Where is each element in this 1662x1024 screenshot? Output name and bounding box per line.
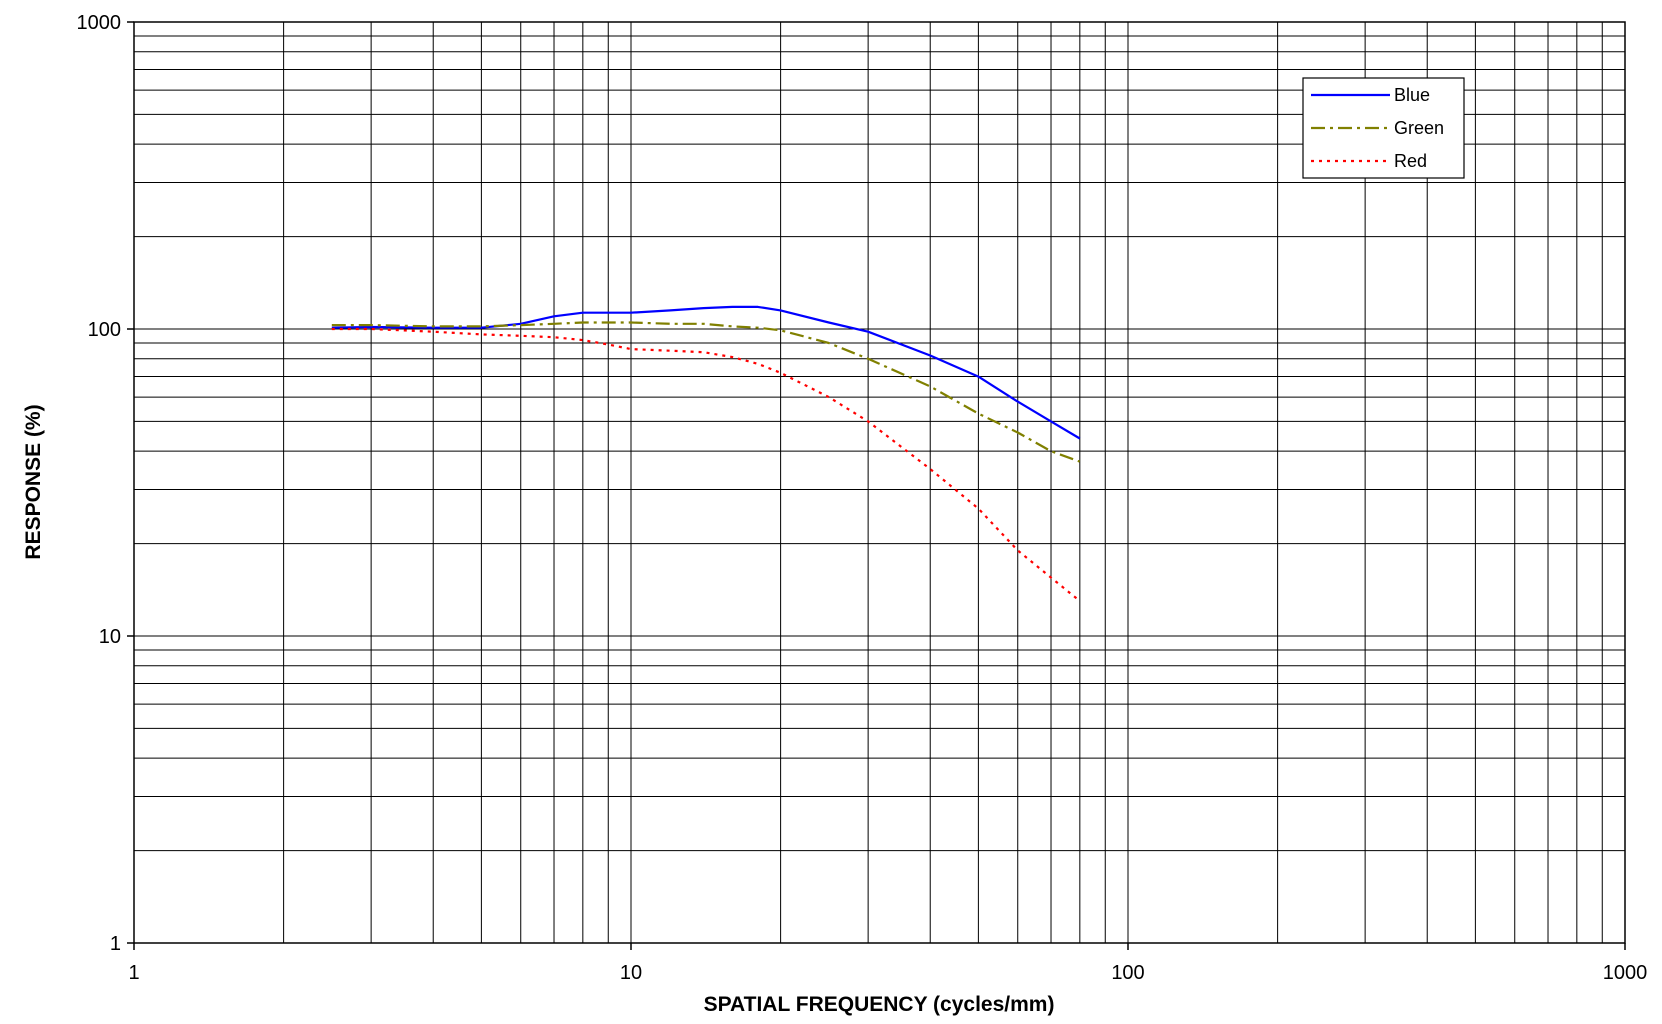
series-line-red — [331, 327, 1081, 602]
y-tick-label: 100 — [88, 319, 121, 341]
y-axis-title: RESPONSE (%) — [22, 404, 45, 559]
series-lines — [331, 305, 1081, 602]
legend-label-red: Red — [1394, 151, 1427, 171]
axis-tick-marks — [127, 21, 1626, 950]
legend: Blue Green Red — [1302, 77, 1465, 179]
y-tick-label: 1000 — [77, 12, 122, 34]
series-line-green — [331, 321, 1081, 463]
x-tick-label: 100 — [1111, 962, 1144, 984]
y-axis-tick-labels: 1 10 100 1000 — [77, 12, 122, 955]
legend-items: Blue Green Red — [1311, 85, 1444, 171]
x-axis-tick-labels: 1 10 100 1000 — [128, 962, 1647, 984]
x-axis-title: SPATIAL FREQUENCY (cycles/mm) — [704, 993, 1055, 1016]
y-tick-label: 1 — [110, 933, 121, 955]
legend-label-green: Green — [1394, 118, 1444, 138]
x-tick-label: 1 — [128, 962, 139, 984]
legend-label-blue: Blue — [1394, 85, 1430, 105]
x-tick-label: 1000 — [1603, 962, 1648, 984]
x-tick-label: 10 — [620, 962, 642, 984]
y-tick-label: 10 — [99, 626, 121, 648]
plot-area-frame — [133, 21, 1626, 944]
